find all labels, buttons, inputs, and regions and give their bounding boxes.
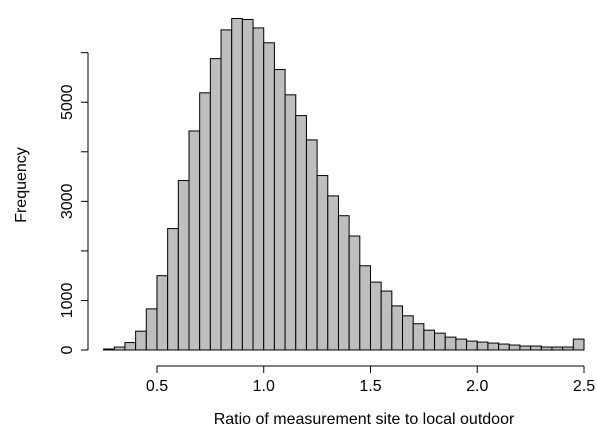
x-axis-label: Ratio of measurement site to local outdo…: [214, 411, 515, 428]
bar: [145, 308, 158, 351]
bar: [519, 345, 532, 351]
bar: [113, 346, 126, 351]
bar: [423, 329, 436, 351]
y-tick-label: 1000: [59, 283, 76, 319]
bar: [412, 323, 425, 351]
bar: [572, 338, 585, 351]
x-tick-label: 0.5: [146, 378, 168, 395]
bar: [402, 315, 414, 351]
bar: [359, 265, 371, 351]
bar: [231, 17, 243, 351]
bar: [263, 42, 275, 351]
bar: [476, 341, 489, 351]
bar: [348, 235, 361, 351]
bar: [380, 290, 393, 351]
bar: [220, 29, 233, 351]
bar: [135, 330, 147, 351]
bar: [391, 305, 404, 351]
bar: [156, 275, 169, 351]
bar: [455, 338, 468, 351]
bar: [540, 346, 553, 351]
y-axis-label: Frequency: [13, 147, 30, 223]
bar: [167, 228, 179, 351]
bar: [337, 215, 350, 351]
bar: [103, 348, 115, 351]
bar: [209, 58, 222, 351]
bar: [487, 342, 500, 351]
bar: [177, 180, 190, 351]
bar: [188, 130, 201, 351]
bar: [444, 336, 457, 351]
bar: [434, 332, 446, 351]
bar: [124, 342, 137, 351]
bar: [498, 343, 510, 351]
bar: [284, 94, 297, 351]
bar: [551, 346, 564, 351]
bar: [252, 27, 265, 351]
bar: [508, 344, 521, 351]
bar: [295, 115, 307, 351]
x-tick-label: 1.5: [359, 378, 381, 395]
bar: [327, 195, 339, 351]
bar: [369, 281, 382, 351]
bar: [316, 175, 329, 351]
bar: [199, 92, 211, 351]
x-tick-label: 1.0: [253, 378, 275, 395]
y-tick-label: 3000: [59, 183, 76, 219]
x-tick-label: 2.5: [573, 378, 595, 395]
bar: [530, 345, 542, 351]
bar: [241, 18, 254, 351]
bar: [273, 69, 286, 351]
x-tick-label: 2.0: [466, 378, 488, 395]
bar: [466, 340, 478, 351]
y-tick-label: 0: [59, 345, 76, 354]
bar: [305, 139, 318, 351]
y-tick-label: 5000: [59, 84, 76, 120]
bar: [562, 346, 574, 351]
